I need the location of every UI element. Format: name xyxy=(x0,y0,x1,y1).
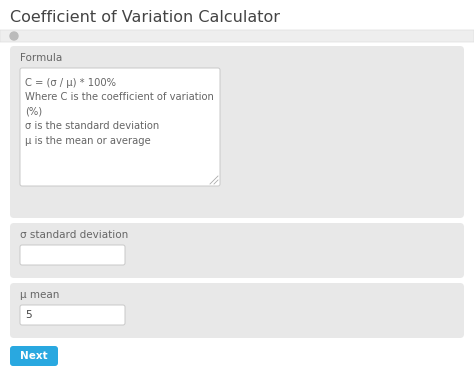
Circle shape xyxy=(10,32,18,40)
FancyBboxPatch shape xyxy=(10,346,58,366)
Text: Coefficient of Variation Calculator: Coefficient of Variation Calculator xyxy=(10,9,280,25)
Text: 5: 5 xyxy=(25,310,32,320)
FancyBboxPatch shape xyxy=(10,283,464,338)
FancyBboxPatch shape xyxy=(20,245,125,265)
Text: Formula: Formula xyxy=(20,53,62,63)
FancyBboxPatch shape xyxy=(20,305,125,325)
FancyBboxPatch shape xyxy=(0,30,474,42)
Text: C = (σ / μ) * 100%
Where C is the coefficient of variation
(%)
σ is the standard: C = (σ / μ) * 100% Where C is the coeffi… xyxy=(25,78,214,145)
Text: σ standard deviation: σ standard deviation xyxy=(20,230,128,240)
Text: μ mean: μ mean xyxy=(20,290,59,300)
FancyBboxPatch shape xyxy=(10,46,464,218)
Text: Next: Next xyxy=(20,351,48,361)
FancyBboxPatch shape xyxy=(10,223,464,278)
FancyBboxPatch shape xyxy=(20,68,220,186)
